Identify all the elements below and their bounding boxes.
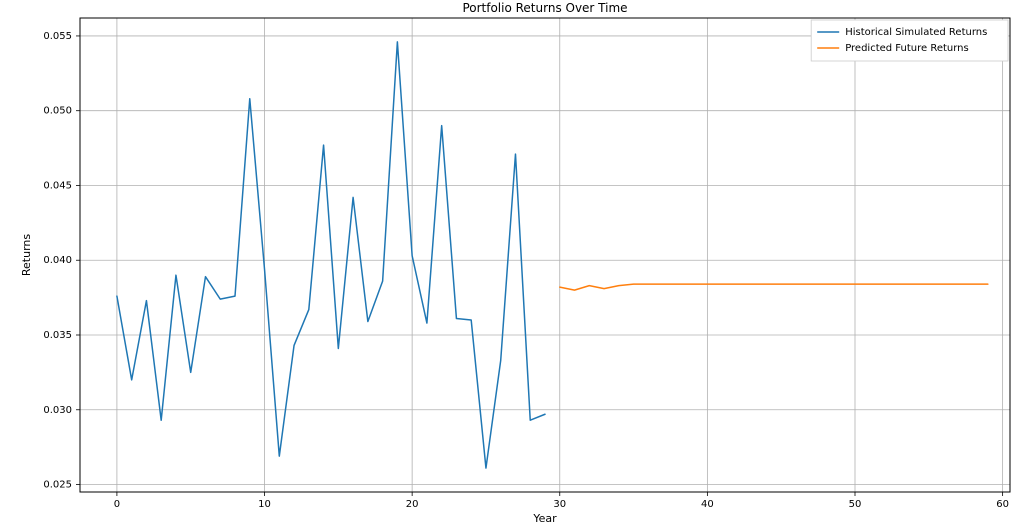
legend-item-label: Predicted Future Returns: [845, 43, 969, 54]
x-tick-label: 20: [406, 499, 419, 510]
x-tick-label: 60: [996, 499, 1009, 510]
y-tick-label: 0.050: [43, 106, 72, 117]
legend-item-label: Historical Simulated Returns: [845, 27, 987, 38]
x-tick-label: 10: [258, 499, 271, 510]
x-tick-label: 40: [701, 499, 714, 510]
x-tick-label: 50: [849, 499, 862, 510]
x-axis-label: Year: [532, 512, 557, 525]
x-tick-label: 0: [114, 499, 120, 510]
chart-svg: 0 10 20 30 40 50 60 0.025 0.030 0.035 0.040 0.045 0…: [0, 0, 1024, 532]
y-tick-label: 0.035: [43, 330, 72, 341]
chart-title: Portfolio Returns Over Time: [462, 1, 627, 15]
y-tick-label: 0.045: [43, 180, 72, 191]
x-tick-label: 30: [553, 499, 566, 510]
chart-background: [0, 0, 1024, 532]
y-tick-label: 0.030: [43, 405, 72, 416]
y-axis-label: Returns: [20, 234, 33, 277]
y-tick-label: 0.055: [43, 31, 72, 42]
y-tick-label: 0.025: [43, 480, 72, 491]
y-tick-label: 0.040: [43, 255, 72, 266]
legend: Historical Simulated Returns Predicted Fu…: [811, 20, 1008, 61]
